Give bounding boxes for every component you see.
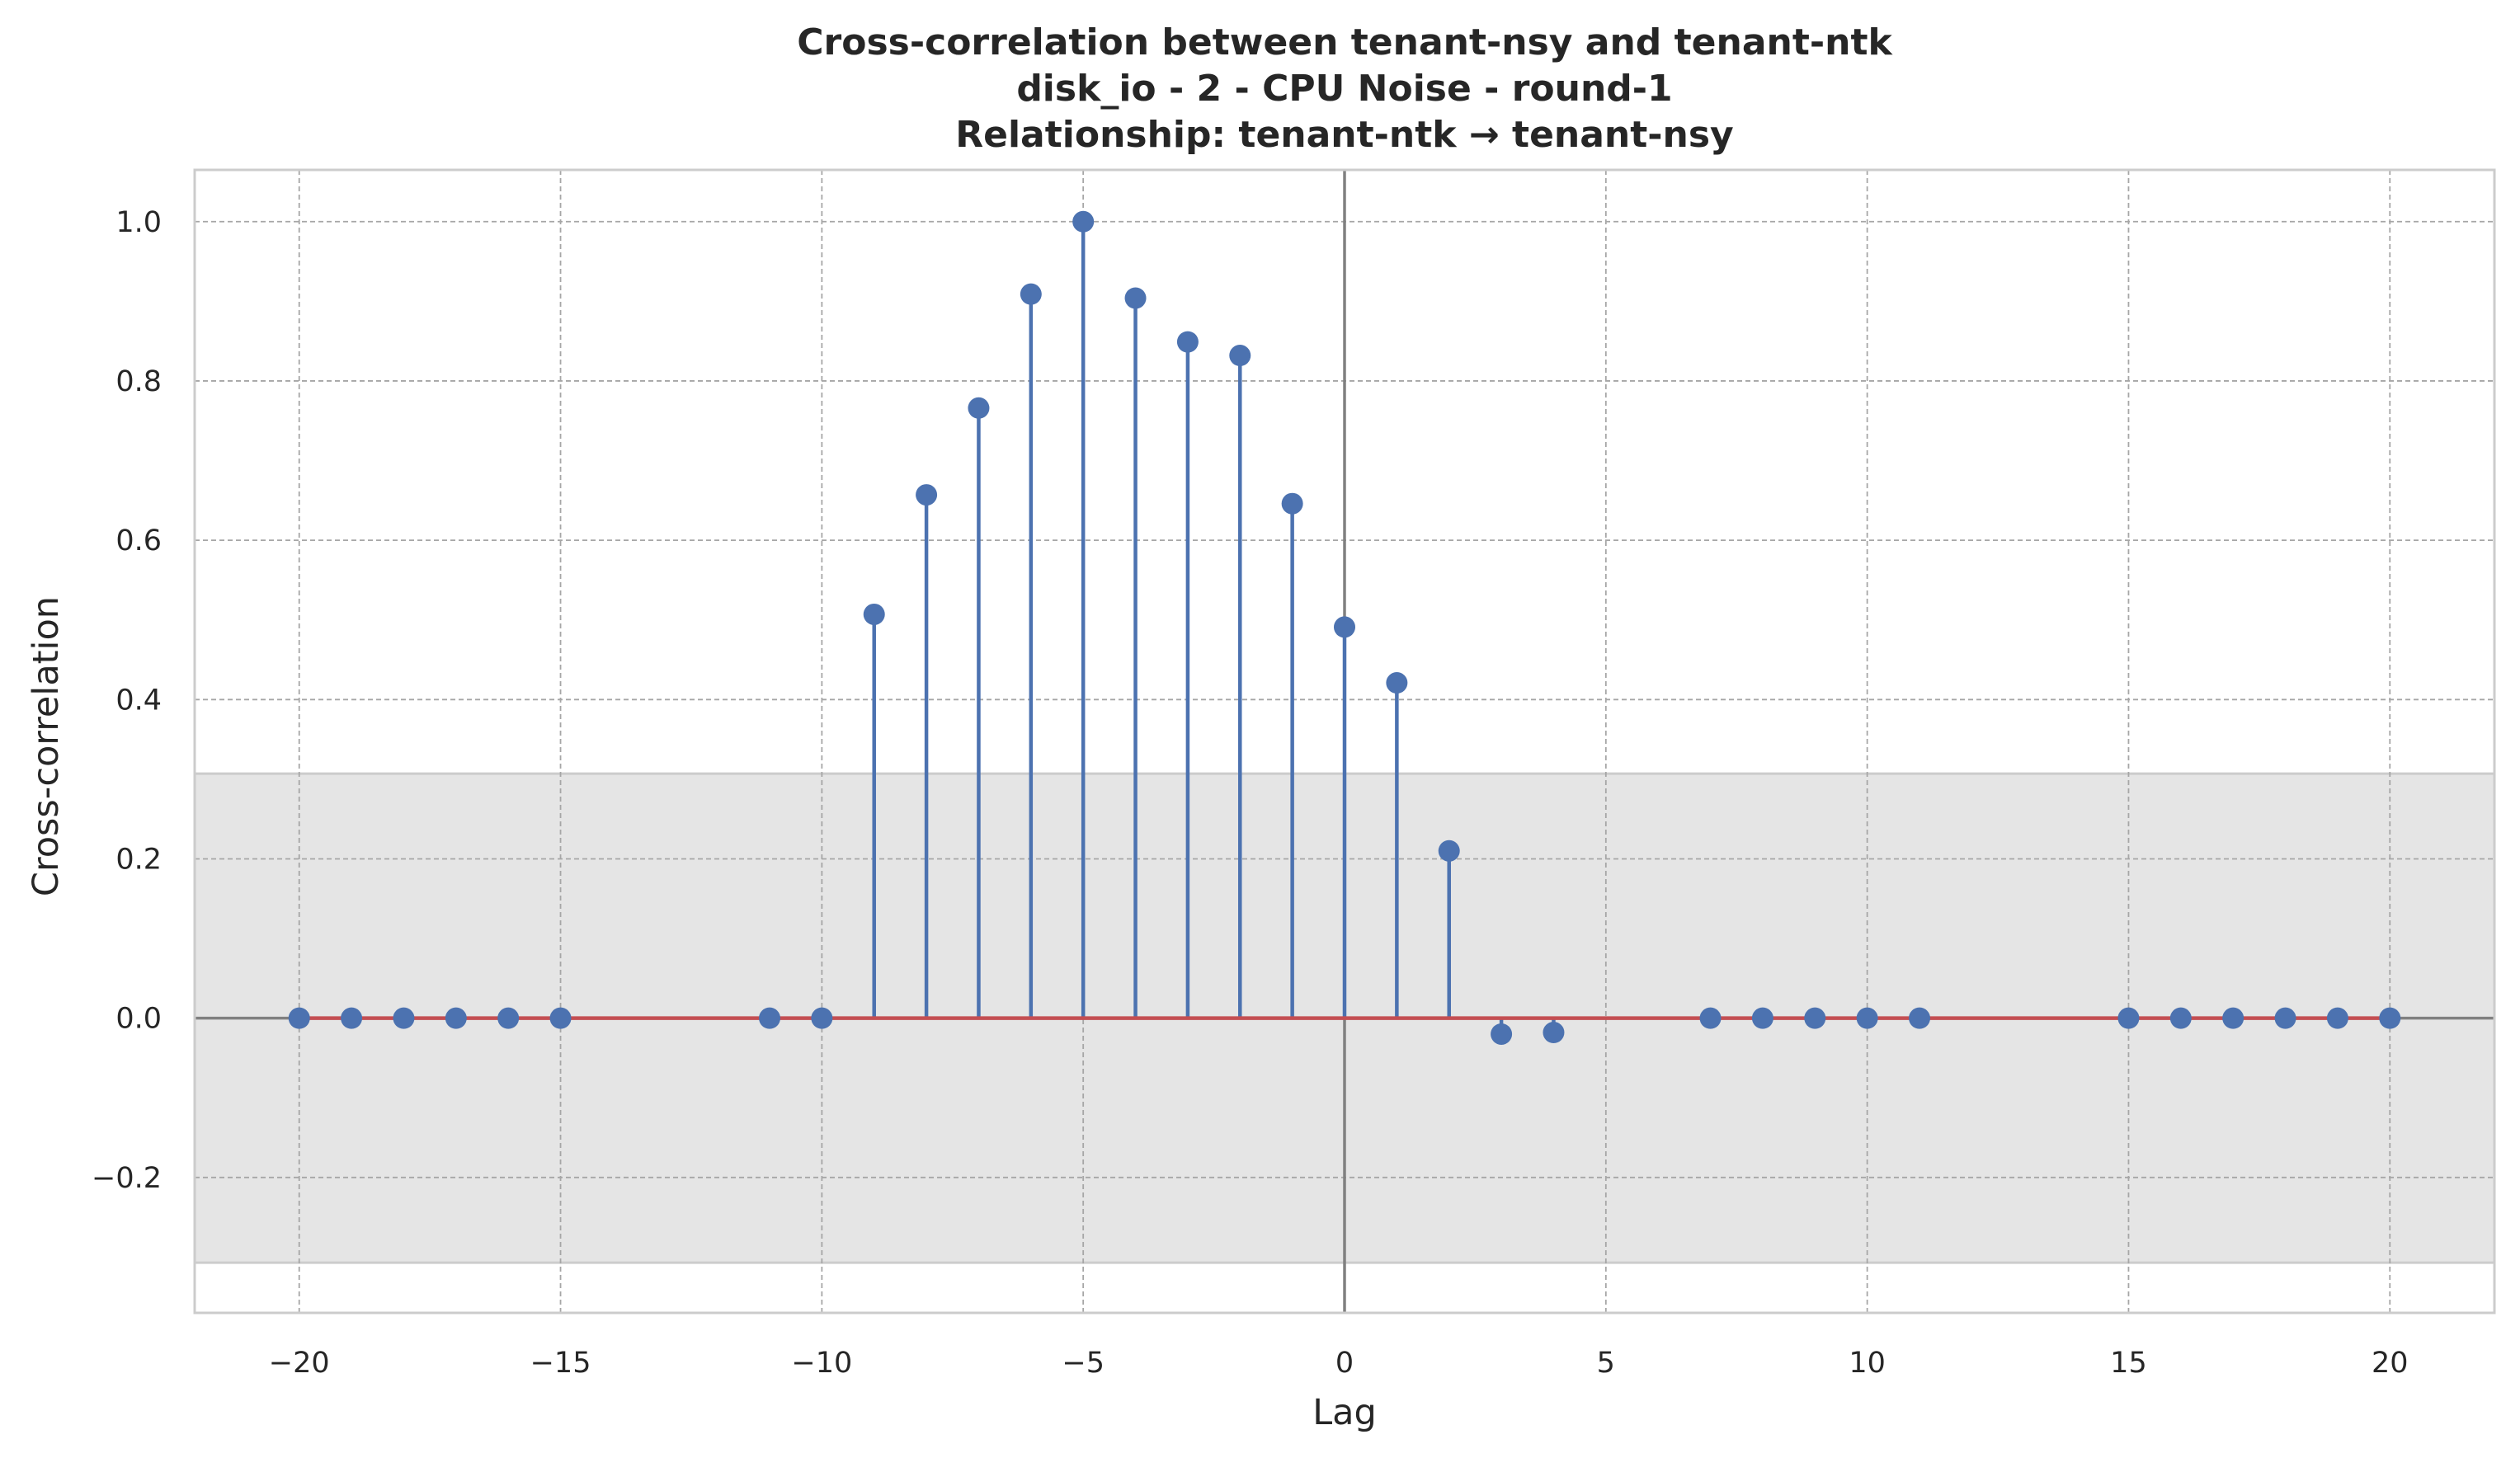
x-tick-label: 10 <box>1849 1347 1886 1380</box>
stem-marker <box>2326 1007 2348 1029</box>
stem-marker <box>1491 1023 1513 1045</box>
y-tick-label: 0.8 <box>115 365 162 398</box>
chart-title: Cross-correlation between tenant-nsy and… <box>797 21 1893 156</box>
x-tick-label: −5 <box>1062 1347 1105 1380</box>
stem-marker <box>759 1007 780 1029</box>
stem-marker <box>2379 1007 2401 1029</box>
y-tick-label: 0.4 <box>115 684 162 717</box>
stem-marker <box>1334 616 1355 638</box>
y-axis-label: Cross-correlation <box>26 596 67 896</box>
x-tick-label: −10 <box>791 1347 852 1380</box>
stem-marker <box>968 397 990 419</box>
x-axis-label: Lag <box>1312 1392 1377 1433</box>
plot-area: −20 −15 −10 −5 0 5 10 15 20 −0.2 0.0 0.2 0.4 0.6 0.8 1.… <box>92 168 2496 1380</box>
stem-marker <box>1699 1007 1722 1029</box>
stem-marker <box>288 1007 310 1029</box>
stem-marker <box>1751 1007 1773 1029</box>
stem-marker <box>916 484 938 506</box>
stem-marker <box>1072 210 1095 233</box>
title-line-1: Cross-correlation between tenant-nsy and… <box>797 21 1893 63</box>
stem-marker <box>341 1007 363 1029</box>
y-tick-label: 0.0 <box>115 1003 162 1036</box>
x-tick-label: 15 <box>2110 1347 2147 1380</box>
stem-marker <box>1856 1007 1878 1029</box>
stem-marker <box>1124 287 1147 309</box>
title-line-3: Relationship: tenant-ntk → tenant-nsy <box>955 114 1734 156</box>
stem-marker <box>549 1007 572 1029</box>
x-tick-label: 20 <box>2372 1347 2409 1380</box>
x-tick-label: −15 <box>530 1347 591 1380</box>
x-tick-label: −20 <box>269 1347 330 1380</box>
stem-marker <box>497 1007 520 1029</box>
stem-marker <box>2169 1007 2192 1029</box>
x-tick-label: 5 <box>1597 1347 1615 1380</box>
stem-marker <box>445 1007 467 1029</box>
stem-marker <box>811 1007 833 1029</box>
plot-frame <box>193 168 2496 1315</box>
stem-marker <box>1386 672 1408 694</box>
stem-marker <box>1176 331 1199 353</box>
stem-marker <box>1229 345 1251 367</box>
stem-marker <box>1909 1007 1930 1029</box>
stem-marker <box>393 1007 415 1029</box>
y-tick-label: 0.6 <box>115 524 162 557</box>
title-line-2: disk_io - 2 - CPU Noise - round-1 <box>1016 68 1672 110</box>
stem-marker <box>1281 492 1303 515</box>
stem-marker <box>863 603 885 625</box>
y-tick-label: −0.2 <box>92 1162 162 1195</box>
stem-marker <box>2117 1007 2140 1029</box>
stem-marker <box>1438 840 1460 862</box>
y-tick-label: 1.0 <box>115 206 162 239</box>
x-tick-label: 0 <box>1335 1347 1354 1380</box>
stem-marker <box>1543 1022 1565 1044</box>
stem-marker <box>1020 283 1042 305</box>
stem-marker <box>2222 1007 2244 1029</box>
y-tick-label: 0.2 <box>115 843 162 876</box>
stem-marker <box>1804 1007 1826 1029</box>
stem-marker <box>2274 1007 2296 1029</box>
